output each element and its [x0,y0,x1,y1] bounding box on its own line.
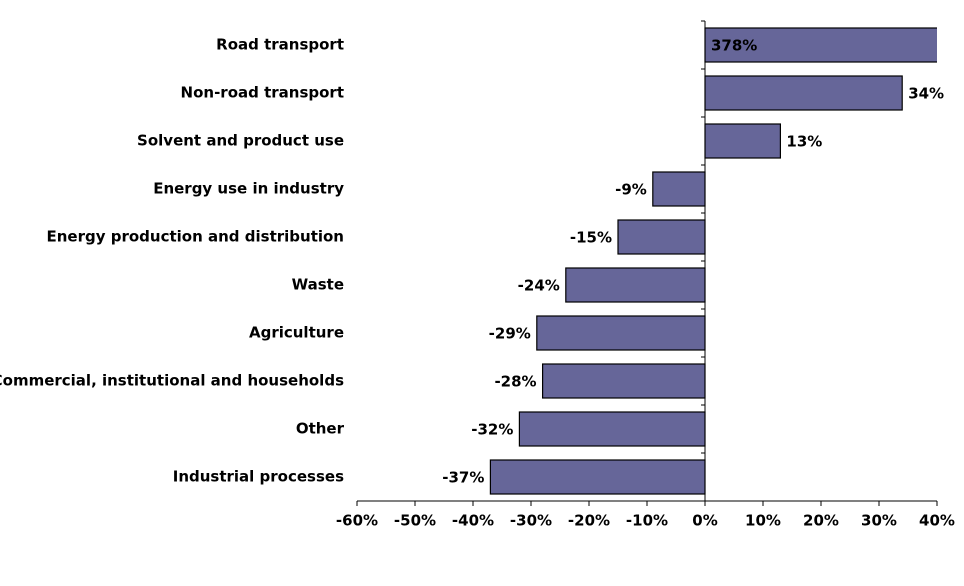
value-label: -9% [615,181,647,199]
category-label: Other [296,420,345,438]
category-label: Commercial, institutional and households [0,372,344,390]
category-label: Energy production and distribution [47,228,345,246]
value-label: -15% [570,229,612,247]
bar [541,363,706,399]
value-label: 378% [711,37,757,55]
category-label: Solvent and product use [137,132,344,150]
category-label: Industrial processes [173,468,344,486]
category-label: Road transport [216,36,344,54]
x-tick-label: 0% [692,512,717,530]
x-tick-label: -50% [394,512,436,530]
plot-area [489,27,937,495]
bar [704,123,782,159]
value-label: -37% [442,469,484,487]
category-label: Energy use in industry [153,180,344,198]
x-tick-label: -20% [568,512,610,530]
value-label: -28% [494,373,536,391]
category-label: Non-road transport [181,84,344,102]
bar [565,267,706,303]
x-tick-label: 40% [919,512,955,530]
x-tick-label: -30% [510,512,552,530]
x-tick-label: -40% [452,512,494,530]
bar [704,75,903,111]
value-label: 34% [908,85,944,103]
x-tick-label: 30% [861,512,897,530]
bar [652,171,706,207]
bar [617,219,706,255]
value-label: -29% [489,325,531,343]
value-label: -24% [518,277,560,295]
x-tick-label: -10% [626,512,668,530]
x-tick-label: 10% [745,512,781,530]
bar [518,411,706,447]
category-label: Agriculture [249,324,344,342]
value-label: -32% [471,421,513,439]
category-label: Waste [292,276,344,294]
bar [489,459,706,495]
x-tick-label: -60% [336,512,378,530]
value-label: 13% [786,133,822,151]
x-tick-label: 20% [803,512,839,530]
bar [536,315,706,351]
